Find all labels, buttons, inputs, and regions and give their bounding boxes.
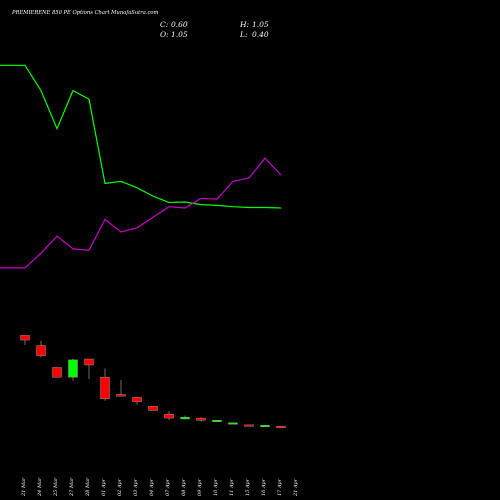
- x-tick-label: 27 Mar: [69, 477, 75, 497]
- candle-body: [68, 359, 78, 378]
- indicator-line-1: [0, 64, 282, 209]
- x-tick-label: 21 Mar: [21, 477, 27, 497]
- x-tick-label: 01 Apr: [101, 478, 107, 496]
- candle-body: [244, 424, 254, 427]
- candle: [84, 358, 94, 379]
- candle-body: [116, 394, 126, 397]
- candle-body: [212, 420, 222, 422]
- candle-body: [164, 414, 174, 419]
- x-tick-label: 10 Apr: [213, 478, 219, 496]
- close-value: 0.60: [171, 20, 188, 29]
- candle: [260, 424, 270, 427]
- candle-body: [36, 345, 46, 356]
- candle: [132, 397, 142, 405]
- x-tick-label: 28 Mar: [85, 477, 91, 497]
- chart-title: PREMIERENE 850 PE Options Chart MunafaSu…: [11, 10, 159, 16]
- candle: [116, 380, 126, 397]
- candle-body: [84, 358, 94, 366]
- indicator-line-2: [0, 157, 282, 269]
- candle-body: [20, 335, 30, 341]
- candle-body: [260, 425, 270, 427]
- candle: [68, 358, 78, 381]
- high-label: H:: [239, 20, 250, 29]
- low-label: L:: [239, 30, 248, 39]
- x-tick-label: 16 Apr: [261, 478, 267, 496]
- open-value: 1.05: [171, 30, 188, 39]
- candle: [100, 368, 110, 401]
- candle: [52, 367, 62, 378]
- candle-body: [180, 417, 190, 420]
- low-value: 0.40: [252, 30, 269, 39]
- candle: [164, 410, 174, 420]
- candle-body: [100, 376, 110, 399]
- candles: [20, 335, 286, 428]
- x-tick-label: 21 Apr: [293, 478, 299, 497]
- close-label: C:: [160, 20, 169, 29]
- candle-body: [148, 406, 158, 411]
- x-axis: 21 Mar 24 Mar 25 Mar 27 Mar 28 Mar 01 Apr 02 A…: [21, 477, 299, 497]
- candle: [212, 420, 222, 422]
- candle: [20, 335, 30, 346]
- x-tick-label: 25 Mar: [53, 477, 59, 497]
- candle-body: [196, 417, 206, 421]
- indicator-lines: [0, 64, 282, 269]
- candle: [276, 425, 286, 428]
- x-tick-label: 17 Apr: [277, 478, 283, 496]
- candle: [196, 417, 206, 422]
- x-tick-label: 07 Apr: [165, 478, 171, 496]
- open-label: O:: [160, 30, 169, 39]
- candle: [36, 340, 46, 358]
- x-tick-label: 11 Apr: [229, 478, 235, 496]
- candle: [244, 424, 254, 427]
- ohlc-readout: C: 0.60 H: 1.05 O: 1.05 L: 0.40: [160, 20, 269, 39]
- candle: [228, 422, 238, 425]
- x-tick-label: 09 Apr: [197, 478, 203, 496]
- high-value: 1.05: [252, 20, 269, 29]
- candle: [148, 406, 158, 411]
- candle-body: [276, 425, 286, 428]
- candle-body: [132, 397, 142, 402]
- candle-body: [228, 422, 238, 425]
- candle: [180, 415, 190, 420]
- x-tick-label: 15 Apr: [245, 478, 251, 496]
- x-tick-label: 08 Apr: [181, 478, 187, 496]
- x-tick-label: 04 Apr: [149, 478, 155, 496]
- x-tick-label: 02 Apr: [117, 478, 123, 496]
- candle-body: [52, 367, 62, 378]
- x-tick-label: 24 Mar: [37, 477, 43, 497]
- x-tick-label: 03 Apr: [133, 478, 139, 496]
